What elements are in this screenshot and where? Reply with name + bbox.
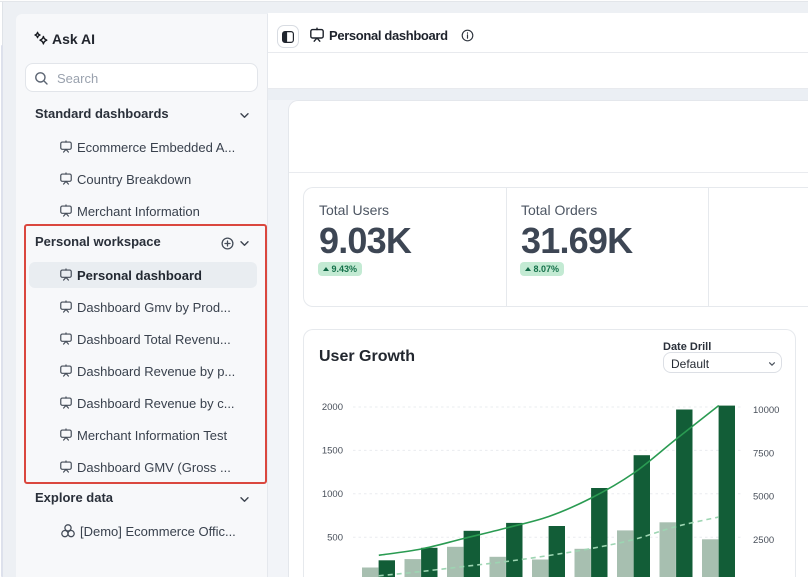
svg-text:1500: 1500 [322,446,343,457]
svg-text:7500: 7500 [753,448,774,459]
svg-text:500: 500 [327,532,343,543]
svg-text:2000: 2000 [322,402,343,413]
svg-text:1000: 1000 [322,489,343,500]
svg-text:10000: 10000 [753,405,779,416]
svg-text:5000: 5000 [753,492,774,503]
svg-text:2500: 2500 [753,535,774,546]
